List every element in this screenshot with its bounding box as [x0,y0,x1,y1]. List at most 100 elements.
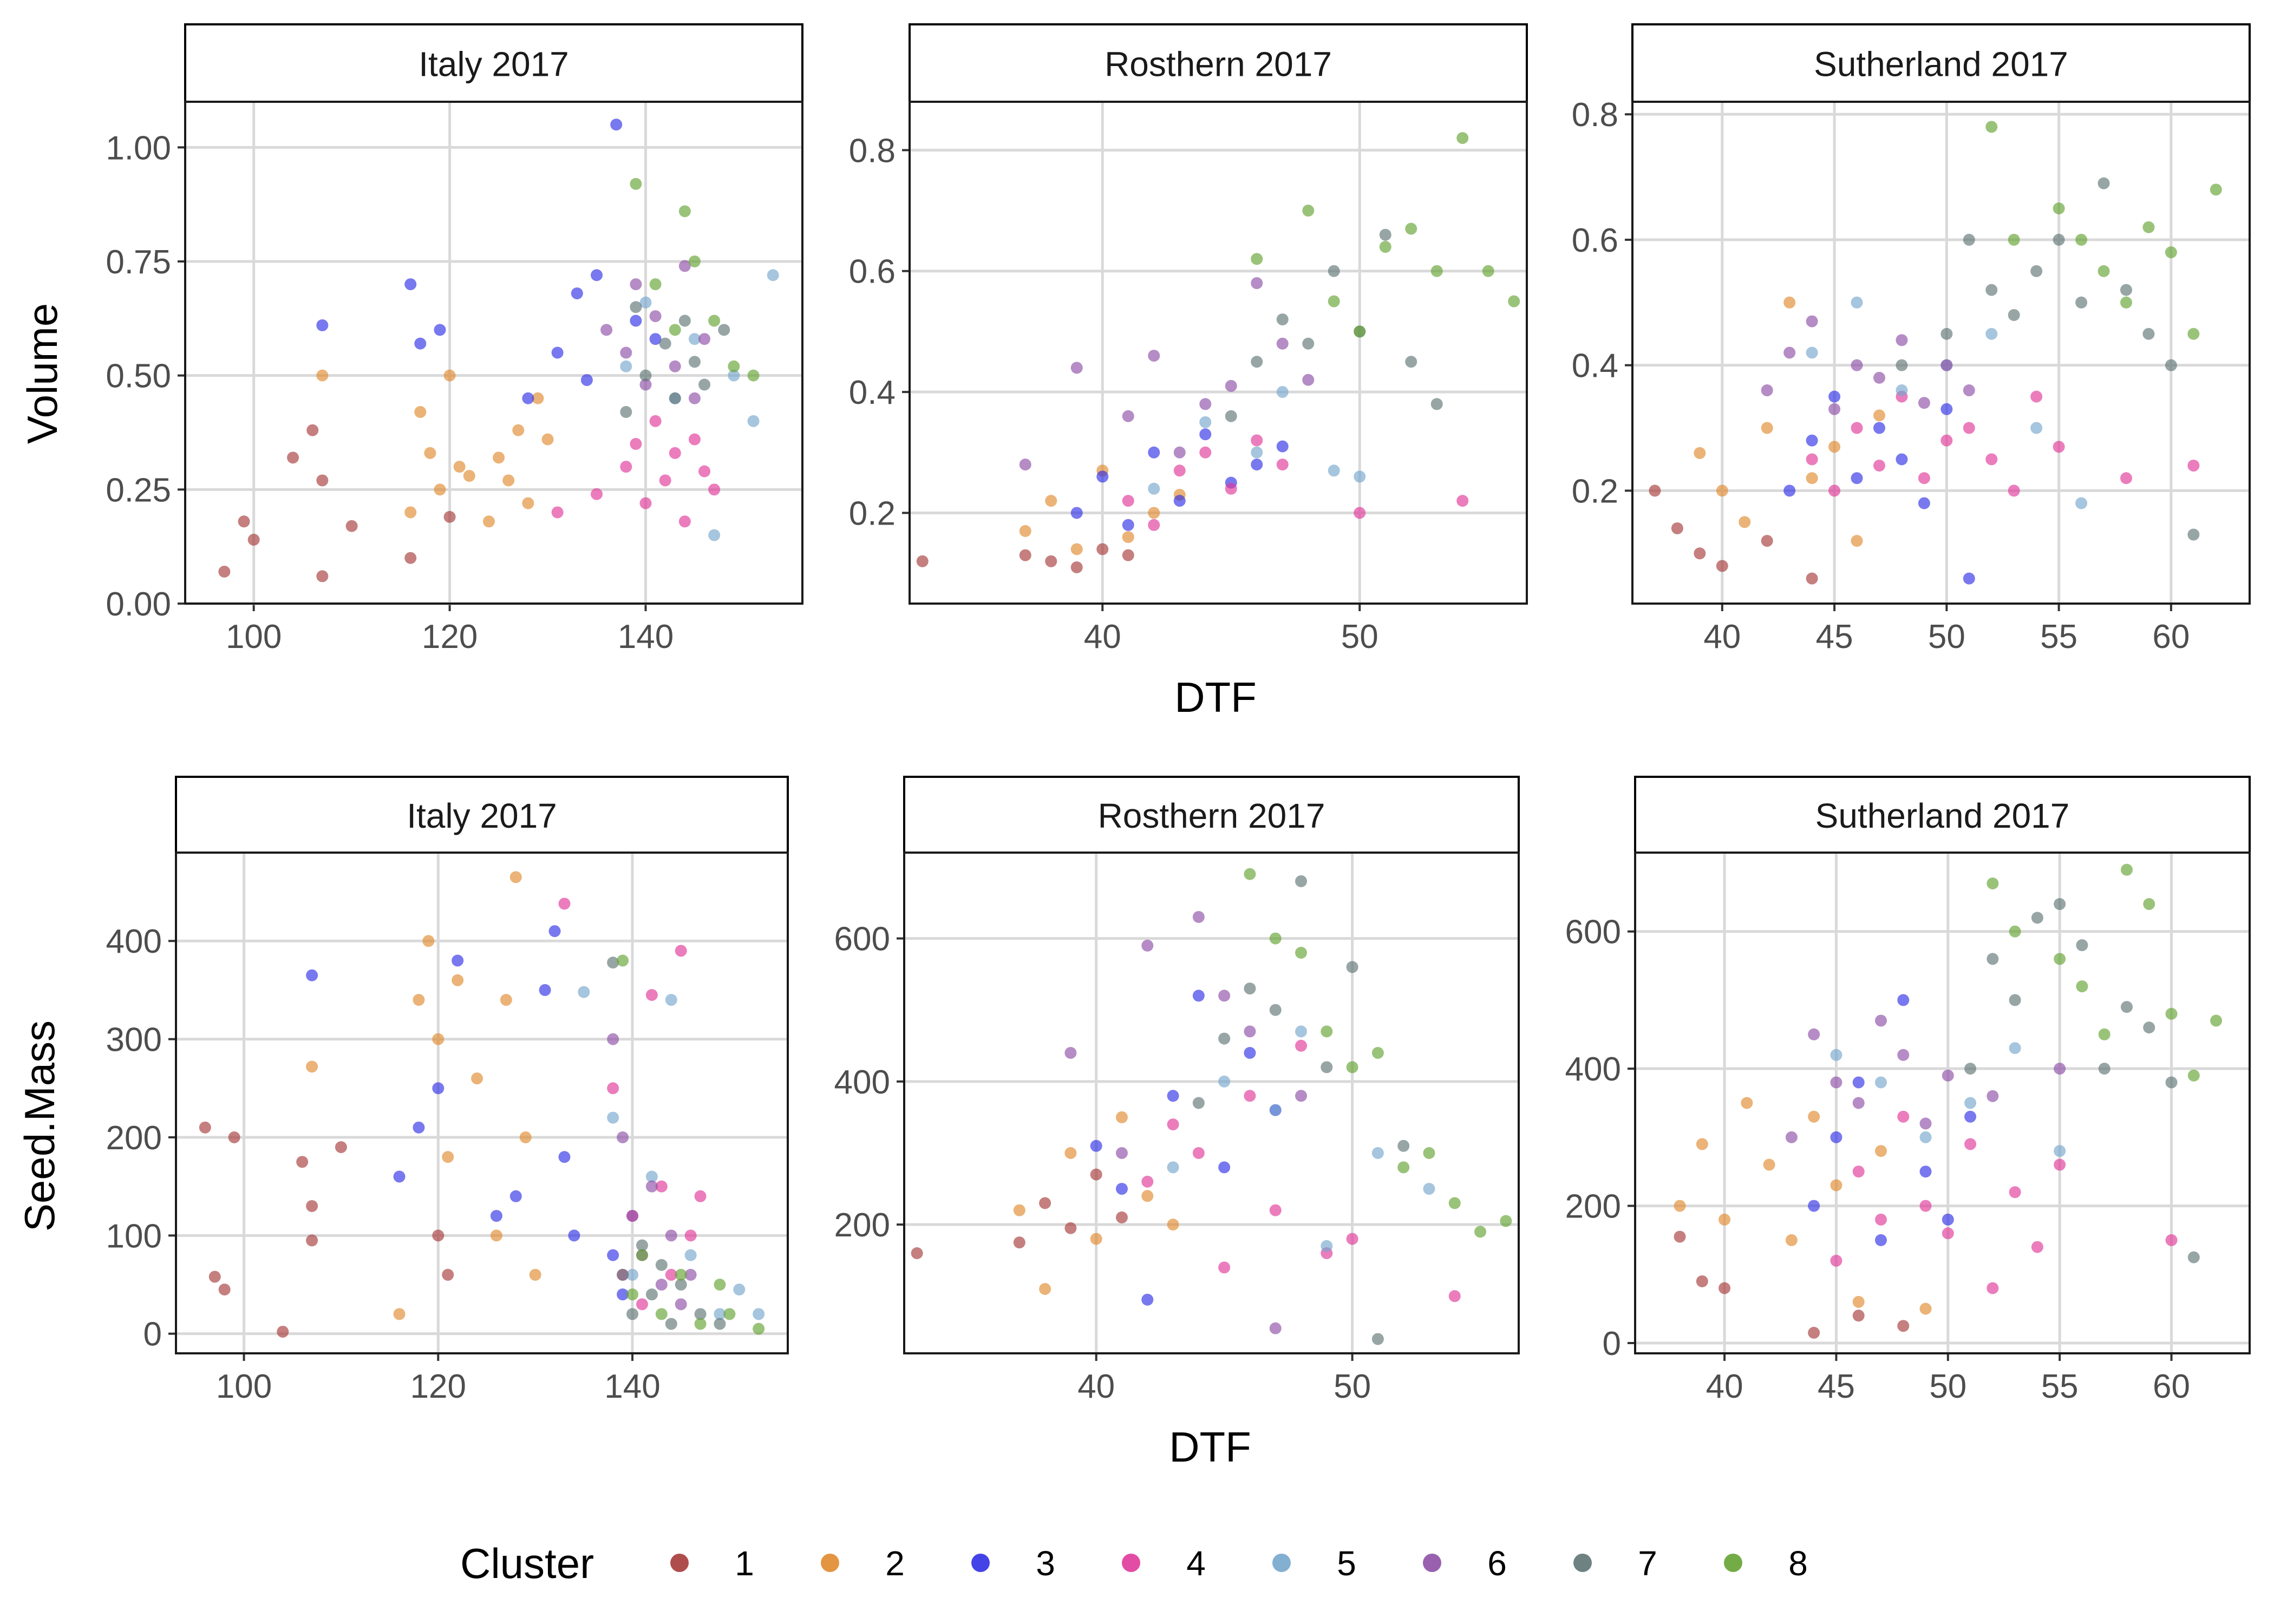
point-cluster-6 [1141,939,1154,952]
point-cluster-1 [1045,555,1057,567]
point-cluster-1 [1852,1309,1865,1322]
points [911,868,1512,1345]
point-cluster-7 [2076,939,2088,952]
point-cluster-6 [1852,1097,1865,1109]
point-cluster-5 [688,333,701,345]
point-cluster-2 [1851,535,1863,547]
point-cluster-2 [1070,543,1083,555]
y-tick-label: 0.75 [106,244,171,281]
point-cluster-5 [1199,416,1212,428]
x-tick-label: 140 [618,618,674,656]
point-cluster-4 [1244,1090,1256,1102]
point-cluster-8 [1500,1215,1512,1227]
point-cluster-3 [591,269,603,281]
point-cluster-4 [558,898,571,910]
point-cluster-4 [591,488,603,500]
point-cluster-6 [2054,1063,2066,1075]
point-cluster-3 [1148,446,1160,459]
point-cluster-6 [645,1180,658,1193]
point-cluster-4 [659,474,671,487]
point-cluster-2 [1064,1147,1077,1159]
point-cluster-1 [345,520,358,532]
point-cluster-8 [728,360,740,372]
x-tick-label: 40 [1706,1368,1743,1405]
points [1674,863,2223,1339]
legend-label-7: 7 [1638,1544,1657,1583]
point-cluster-3 [1919,1165,1932,1178]
point-cluster-4 [1251,434,1263,447]
point-cluster-5 [684,1249,697,1261]
point-cluster-7 [1379,228,1391,241]
y-tick-label: 0 [143,1316,162,1353]
point-cluster-8 [617,954,629,967]
point-cluster-4 [2165,1234,2178,1246]
point-cluster-4 [688,433,701,446]
point-cluster-8 [1423,1147,1435,1159]
point-cluster-6 [1251,277,1263,290]
point-cluster-2 [471,1072,483,1085]
point-cluster-6 [688,392,701,404]
point-cluster-1 [1897,1320,1910,1332]
point-cluster-1 [316,570,329,582]
point-cluster-5 [1251,446,1263,459]
point-cluster-3 [432,1082,445,1095]
point-cluster-5 [626,1268,639,1281]
point-cluster-7 [1295,875,1308,887]
x-tick-label: 100 [216,1368,272,1405]
point-cluster-6 [649,310,662,323]
point-cluster-6 [617,1131,629,1143]
point-cluster-5 [1269,1104,1282,1116]
point-cluster-5 [1354,470,1366,483]
point-cluster-3 [1964,1110,1977,1123]
point-cluster-5 [1985,328,1998,340]
point-cluster-5 [1806,346,1818,359]
point-cluster-6 [1963,384,1975,397]
point-cluster-1 [1761,535,1773,547]
y-tick-label: 200 [1565,1188,1621,1226]
y-tick-label: 0.4 [849,374,896,411]
point-cluster-4 [1940,434,1953,447]
point-cluster-8 [723,1308,736,1320]
point-cluster-8 [714,1279,726,1291]
y-tick-label: 0.6 [1572,222,1618,259]
point-cluster-6 [1918,397,1930,409]
legend-label-6: 6 [1487,1544,1507,1583]
point-cluster-6 [1830,1076,1842,1089]
point-cluster-2 [532,392,544,404]
point-cluster-2 [393,1308,406,1320]
point-cluster-3 [434,324,446,336]
point-cluster-6 [1064,1047,1077,1059]
row1-x-axis-title: DTF [1174,673,1257,721]
point-cluster-5 [1148,482,1160,495]
facet-title: Italy 2017 [419,45,569,84]
point-cluster-7 [2009,994,2021,1006]
point-cluster-4 [1828,484,1841,497]
point-cluster-4 [1918,472,1930,484]
y-tick-label: 0 [1603,1325,1621,1363]
point-cluster-1 [208,1271,221,1283]
point-cluster-2 [1741,1097,1753,1109]
x-tick-label: 45 [1818,1368,1855,1405]
point-cluster-8 [1379,241,1391,253]
point-cluster-4 [1985,453,1998,466]
point-cluster-8 [2143,898,2155,911]
point-cluster-2 [500,994,512,1006]
point-cluster-6 [1873,371,1885,384]
point-cluster-2 [422,935,435,947]
point-cluster-4 [1851,422,1863,434]
point-cluster-4 [1276,459,1289,471]
point-cluster-6 [1785,1131,1798,1143]
point-cluster-5 [1328,464,1340,477]
point-cluster-4 [620,461,632,473]
point-cluster-8 [2120,296,2132,309]
point-cluster-7 [2075,296,2088,309]
point-cluster-3 [1070,507,1083,519]
point-cluster-7 [1985,284,1998,296]
point-cluster-1 [1718,1282,1731,1294]
point-cluster-2 [1115,1111,1128,1123]
point-cluster-8 [1397,1161,1410,1174]
point-cluster-4 [1919,1200,1932,1212]
point-cluster-5 [767,269,779,281]
x-tick-label: 50 [1928,618,1965,656]
point-cluster-5 [1875,1076,1887,1089]
